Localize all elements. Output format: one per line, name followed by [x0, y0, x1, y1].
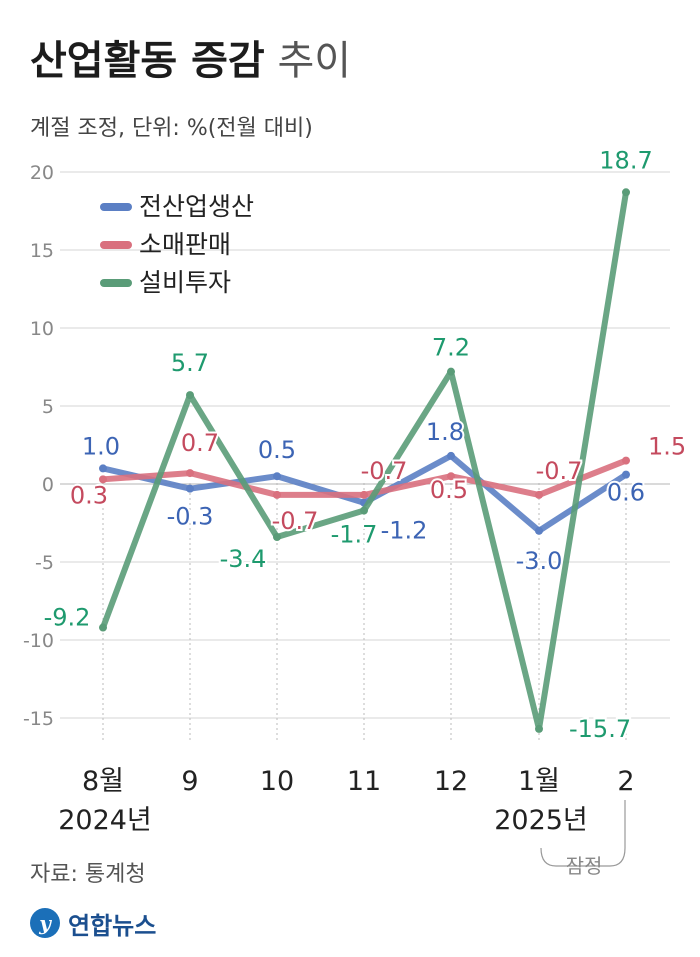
- series-point: [622, 456, 630, 465]
- series-point: [360, 490, 368, 499]
- y-tick-label: 10: [30, 318, 54, 340]
- x-year-label: 2025년: [494, 805, 588, 836]
- x-tick-label: 9: [181, 766, 198, 797]
- category-guides: [102, 482, 627, 740]
- yonhap-logo-icon: y: [30, 908, 60, 938]
- data-label: 0.3: [70, 481, 108, 509]
- series-point: [99, 475, 107, 484]
- title-suffix: 추이: [277, 38, 352, 84]
- x-year-label: 2024년: [58, 805, 152, 836]
- series-point: [447, 451, 455, 460]
- data-labels: 1.0-0.30.5-1.21.8-3.00.60.30.7-0.7-0.70.…: [42, 144, 689, 745]
- title-main: 산업활동 증감: [30, 38, 265, 84]
- x-tick-label: 12: [434, 766, 468, 797]
- chart-subtitle: 계절 조정, 단위: %(전월 대비): [30, 116, 313, 141]
- y-tick-label: 5: [42, 396, 54, 418]
- data-label: 0.6: [607, 479, 645, 507]
- data-label: 0.7: [181, 429, 219, 457]
- x-tick-label: 2: [617, 766, 634, 797]
- series-point: [535, 490, 543, 499]
- data-label: -1.7: [331, 521, 378, 549]
- x-tick-label: 11: [347, 766, 381, 797]
- data-label: 0.5: [430, 476, 468, 504]
- data-label: -1.2: [381, 517, 428, 545]
- source-note: 자료: 통계청: [30, 862, 146, 887]
- data-label: -0.7: [272, 507, 319, 535]
- series-point: [186, 484, 194, 493]
- series-point: [99, 464, 107, 473]
- data-label: 1.8: [426, 418, 464, 446]
- series-point: [535, 526, 543, 535]
- legend-label: 소매판매: [139, 230, 231, 259]
- y-tick-label: 0: [42, 474, 54, 496]
- series-point: [273, 472, 281, 481]
- series-lines: [99, 188, 630, 733]
- x-axis-ticks: 8월 9 10 11 12 1월 2 2024년 2025년: [58, 766, 634, 836]
- series-point: [447, 367, 455, 376]
- y-tick-label: -15: [23, 708, 54, 730]
- logo-text: 연합뉴스: [68, 911, 157, 940]
- data-label: -3.0: [516, 547, 563, 575]
- preliminary-bracket-line: [540, 800, 626, 867]
- series-point: [273, 533, 281, 542]
- legend-label: 설비투자: [139, 268, 231, 297]
- data-label: -3.4: [220, 545, 267, 573]
- x-tick-label: 8월: [82, 766, 124, 797]
- y-tick-label: -10: [23, 630, 54, 652]
- publisher-logo: y 연합뉴스: [30, 905, 156, 941]
- data-label: -0.3: [167, 503, 214, 531]
- y-axis-ticks: 20 15 10 5 0 -5 -10 -15: [23, 162, 54, 730]
- x-tick-label: 1월: [518, 766, 560, 797]
- series-point: [186, 469, 194, 478]
- data-label: 1.5: [648, 433, 686, 461]
- series-point: [447, 472, 455, 481]
- y-tick-label: 20: [30, 162, 54, 184]
- preliminary-label: 잠정: [566, 854, 603, 878]
- series-point: [622, 188, 630, 197]
- data-label: -0.7: [536, 457, 583, 485]
- data-label: 18.7: [599, 146, 652, 174]
- data-label: -15.7: [569, 715, 631, 743]
- x-tick-label: 10: [260, 766, 294, 797]
- y-tick-label: -5: [35, 552, 54, 574]
- series-point: [360, 506, 368, 515]
- data-label: 7.2: [432, 334, 470, 362]
- data-label: -0.7: [361, 457, 408, 485]
- series-point: [622, 470, 630, 479]
- data-label: 1.0: [82, 432, 120, 460]
- series-point: [273, 490, 281, 499]
- series-point: [99, 623, 107, 632]
- series-point: [535, 724, 543, 733]
- y-tick-label: 15: [30, 240, 54, 262]
- data-label: 5.7: [171, 349, 209, 377]
- data-label: -9.2: [44, 604, 91, 632]
- series-point: [186, 391, 194, 400]
- data-label: 0.5: [258, 436, 296, 464]
- preliminary-bracket: 잠정: [540, 800, 626, 878]
- chart-title: 산업활동 증감 추이: [30, 28, 351, 86]
- legend-label: 전산업생산: [139, 192, 254, 221]
